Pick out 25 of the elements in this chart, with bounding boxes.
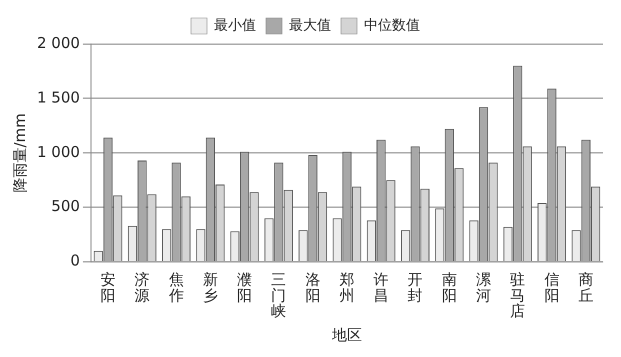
y-axis-title: 降雨量/mm — [10, 113, 29, 193]
x-tick-label: 商丘 — [578, 270, 594, 304]
x-tick-label: 南阳 — [442, 270, 457, 304]
x-tick-label: 安阳 — [100, 270, 116, 304]
y-tick-label: 500 — [51, 197, 80, 216]
legend-label: 最小值 — [214, 18, 256, 34]
legend-label: 最大值 — [289, 18, 331, 34]
x-tick-label: 开封 — [408, 270, 423, 304]
y-tick-label: 2 000 — [36, 34, 80, 52]
x-tick-label: 信阳 — [544, 270, 560, 304]
y-tick-label: 1 500 — [36, 88, 80, 106]
y-tick-label: 1 000 — [36, 142, 80, 161]
x-tick-label: 驻马店 — [510, 270, 526, 320]
x-axis-title: 地区 — [330, 326, 362, 344]
x-tick-label: 新乡 — [202, 270, 218, 304]
y-tick-label: 0 — [70, 252, 80, 270]
x-tick-label: 三门峡 — [271, 270, 286, 320]
x-tick-label: 许昌 — [374, 270, 389, 304]
x-tick-label: 焦作 — [168, 270, 184, 304]
x-tick-label: 郑州 — [339, 270, 354, 304]
legend-label: 中位数值 — [364, 18, 420, 34]
x-tick-label: 洛阳 — [305, 270, 320, 304]
x-tick-label: 濮阳 — [237, 270, 252, 304]
x-tick-label: 漯河 — [476, 270, 492, 304]
x-tick-label: 济源 — [134, 270, 150, 304]
